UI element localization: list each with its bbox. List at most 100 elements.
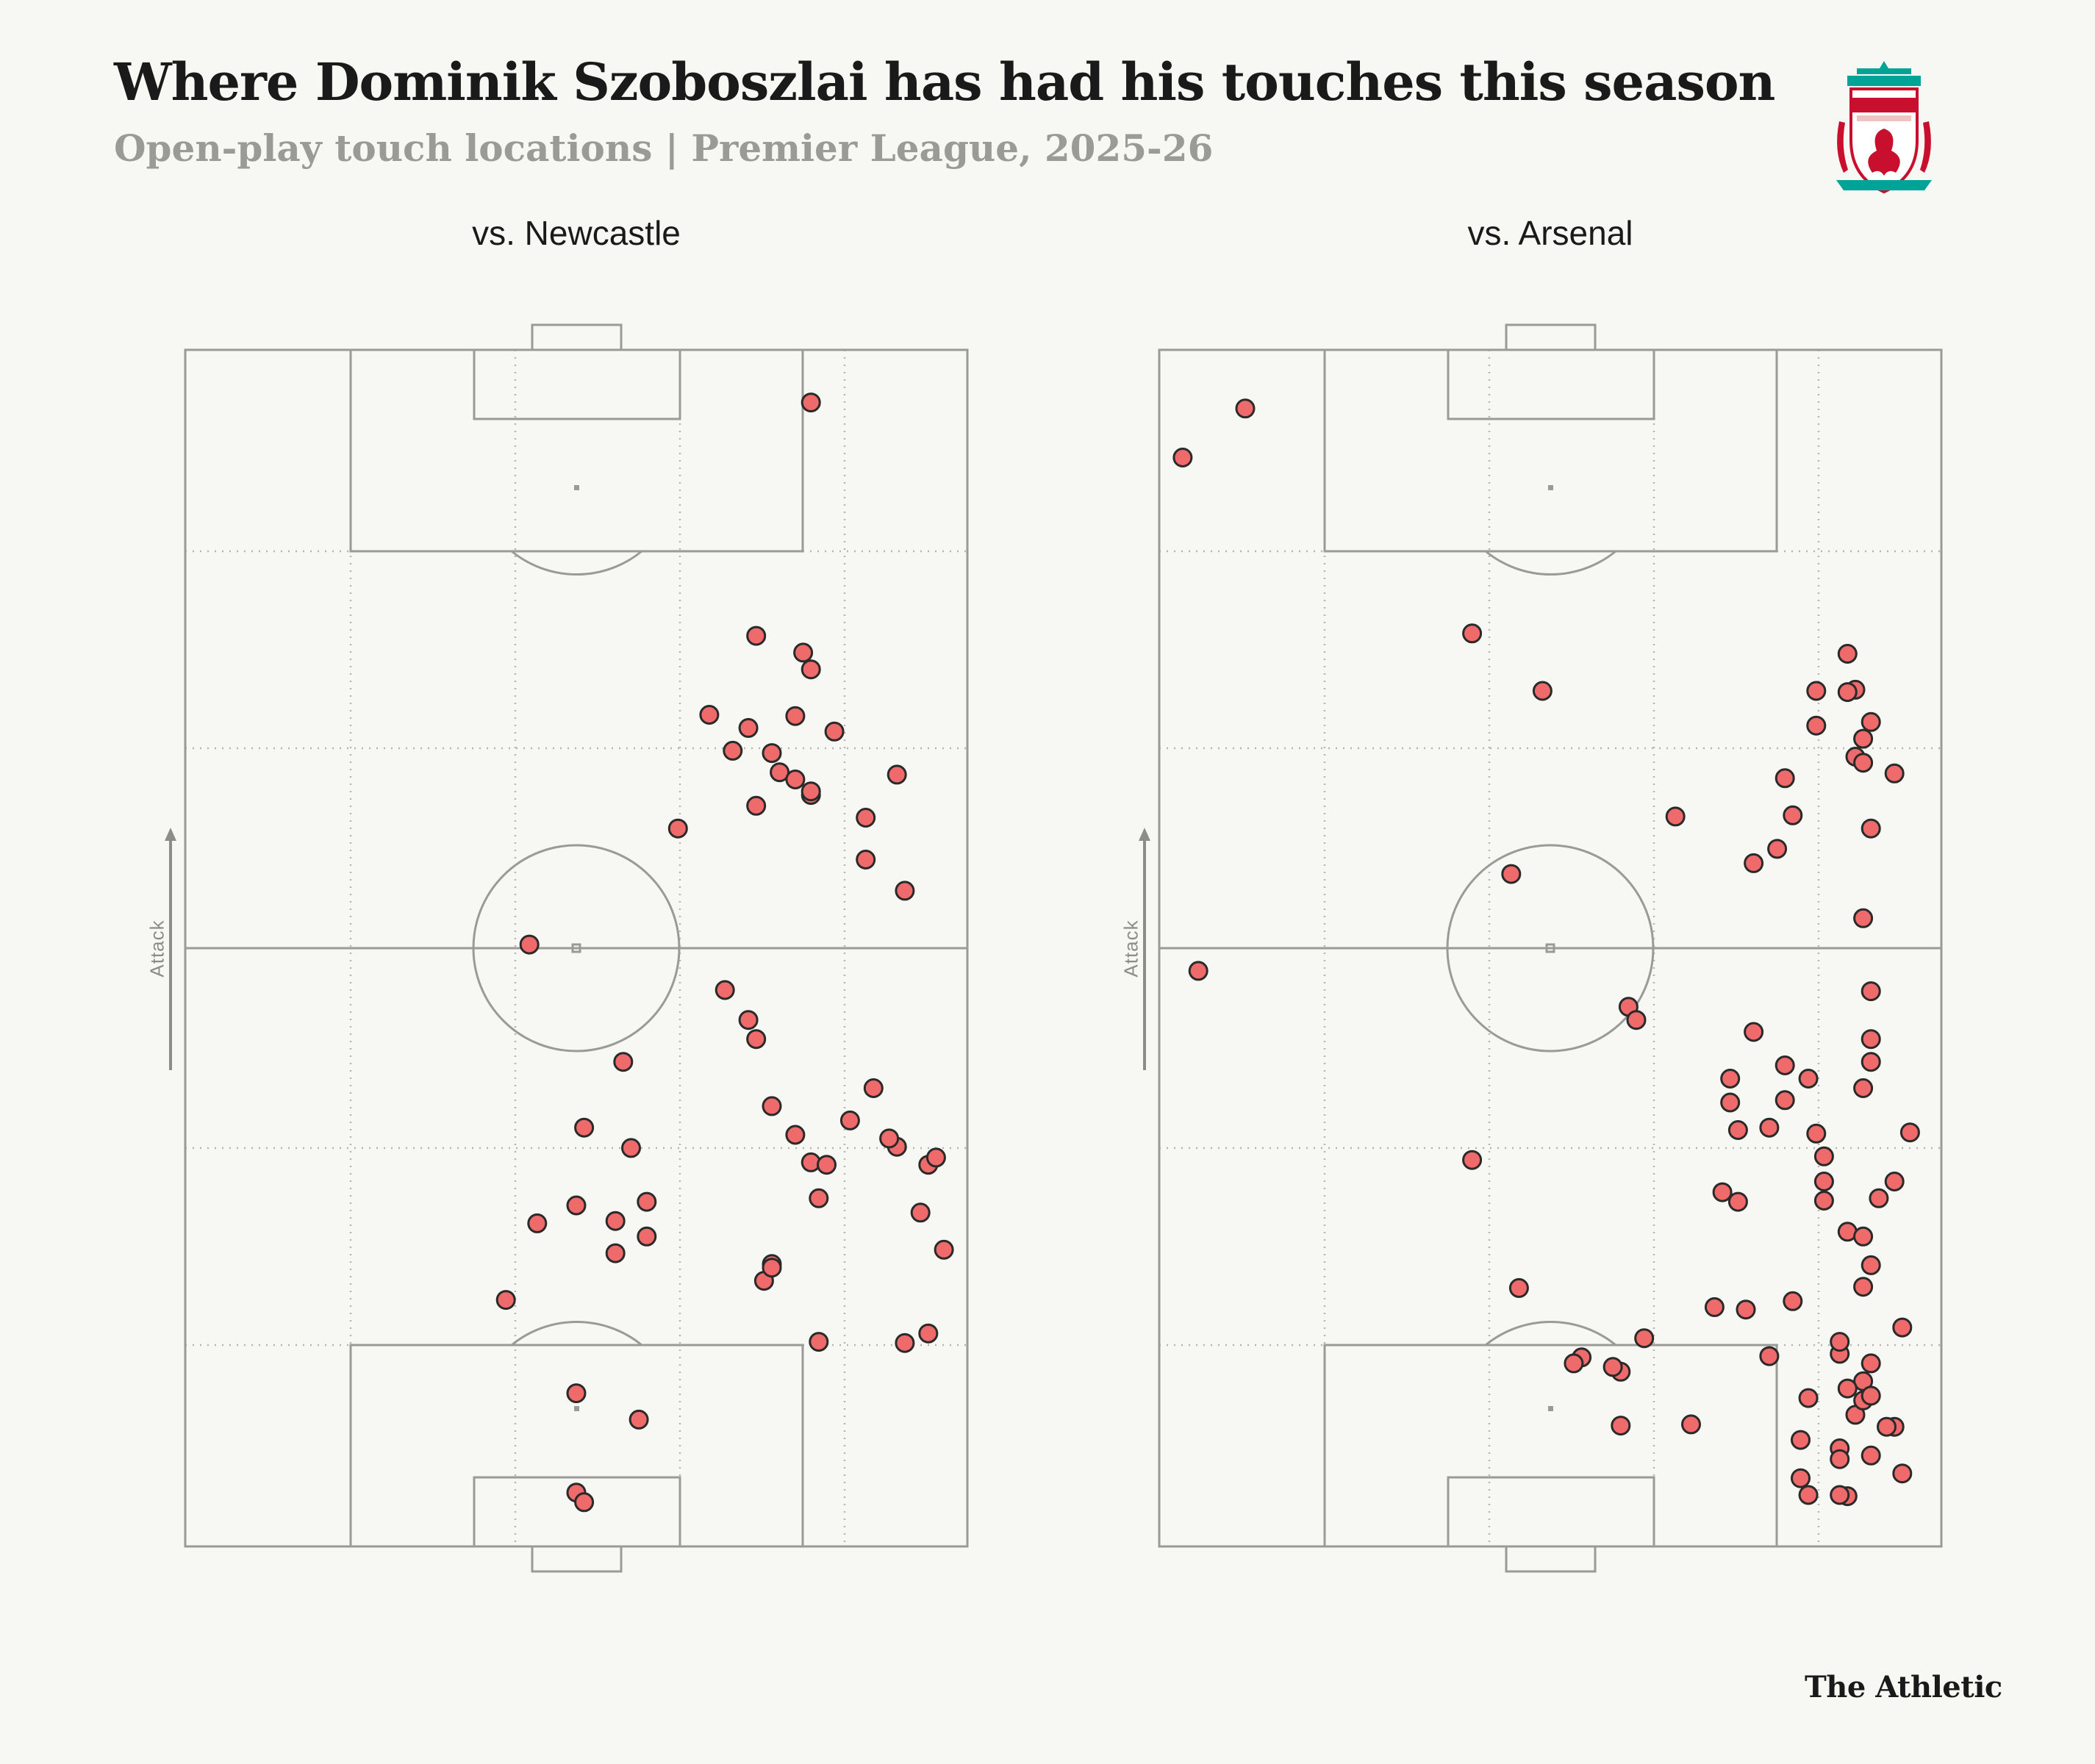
touch-point [1861,1385,1881,1406]
touch-point [1704,1297,1725,1317]
liverpool-crest-icon [1836,61,1932,194]
touch-point [1783,1291,1803,1311]
touch-point [527,1213,548,1233]
touch-point [1744,853,1764,873]
touch-point [1884,763,1905,784]
touch-point [746,795,767,816]
penalty-box-top [349,348,804,553]
touch-point [762,1096,782,1116]
touch-point [1532,681,1553,701]
touch-point [1759,1346,1780,1366]
chart-title: Where Dominik Szoboszlai has had his tou… [114,51,1775,112]
touch-point [1235,398,1256,419]
touch-point [793,642,814,663]
centre-circle [1446,844,1655,1053]
touch-point [566,1383,587,1404]
touch-point [817,1155,837,1175]
penalty-spot-top [1548,485,1553,490]
touch-point [887,764,907,785]
touch-point [699,705,720,725]
touch-point [1861,1353,1881,1374]
touch-point [1798,1485,1819,1505]
six-yard-box-top [1447,348,1655,420]
six-yard-box-bottom [1447,1476,1655,1548]
touch-point [785,706,806,726]
touch-point [1791,1430,1811,1450]
centre-spot [571,943,581,953]
touch-point [1830,1449,1850,1469]
attack-arrow-icon [165,828,176,1070]
touch-point [1759,1117,1780,1138]
touch-point [605,1243,626,1263]
touch-point [574,1492,595,1513]
touch-point [1813,1172,1834,1191]
touch-point [1830,1485,1850,1505]
touch-point [738,717,759,738]
touch-point [1853,1078,1874,1098]
touch-point [715,980,735,1000]
touch-point [637,1226,657,1247]
touch-point [1869,1188,1889,1208]
touch-point [1892,1317,1913,1338]
touch-point [495,1290,516,1311]
touch-point [628,1409,649,1430]
goal-bottom [531,1545,623,1573]
touch-point [1813,1191,1834,1211]
touch-point [574,1117,595,1138]
touch-point [1798,1388,1819,1408]
touch-point [1861,981,1881,1002]
touch-point [1877,1416,1897,1437]
touch-point [1767,839,1788,859]
touch-point [1861,1052,1881,1072]
goal-top [1505,323,1597,351]
touch-point [801,392,821,413]
touch-point [762,1258,782,1278]
touch-point [1736,1299,1756,1320]
touch-point [1602,1357,1623,1377]
touch-point [605,1211,626,1231]
touch-point [637,1191,657,1212]
touch-point [824,721,845,742]
centre-spot [1545,943,1555,953]
penalty-arc-bottom [511,1320,642,1347]
chart-subtitle: Open-play touch locations | Premier Leag… [114,126,1214,170]
touch-point [1884,1172,1905,1191]
touch-point [1853,753,1874,773]
penalty-box-bottom [1323,1344,1778,1548]
touch-point [1861,1445,1881,1466]
attack-arrow-icon [1139,828,1150,1070]
touch-point [1798,1069,1819,1089]
touch-point [1775,1090,1795,1111]
touch-point [1681,1414,1701,1435]
touch-point [621,1138,641,1158]
touch-point [1665,806,1686,827]
touch-point [801,781,821,802]
touch-point [925,1147,946,1168]
touch-point [839,1110,860,1130]
touch-point [1853,908,1874,928]
touch-point [1744,1022,1764,1042]
panel-title-arsenal: vs. Arsenal [1467,214,1633,252]
penalty-spot-bottom [1548,1406,1553,1411]
touch-point [1813,1146,1834,1166]
penalty-box-top [1323,348,1778,553]
touch-point [1861,818,1881,839]
touch-point [910,1202,931,1223]
touch-point [667,818,688,839]
touch-point [918,1323,939,1344]
penalty-arc-top [511,550,642,576]
penalty-arc-top [1485,550,1616,576]
touch-point [746,625,767,646]
touch-point [723,740,743,761]
touch-point [1783,805,1803,825]
touch-point [1720,1069,1741,1089]
centre-circle [472,844,681,1053]
goal-top [531,323,623,351]
touch-point [1837,1378,1858,1399]
touch-point [1634,1328,1655,1349]
touch-point [1611,1416,1631,1436]
touch-point [746,1029,767,1050]
touch-point [1892,1463,1913,1484]
touch-point [1853,728,1874,749]
goal-bottom [1505,1545,1597,1573]
